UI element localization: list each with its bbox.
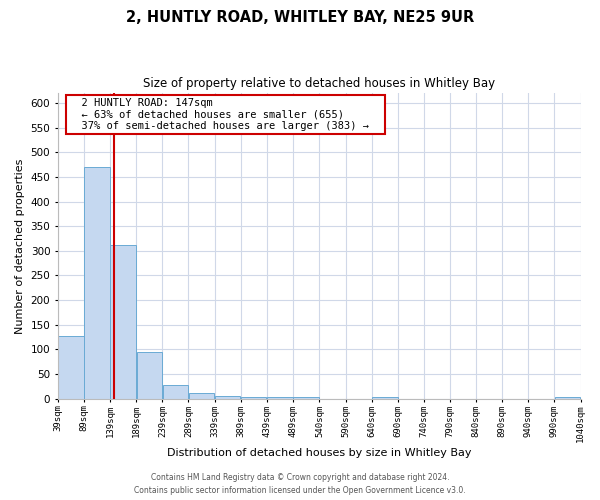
Bar: [58, 336, 84, 399]
X-axis label: Distribution of detached houses by size in Whitley Bay: Distribution of detached houses by size …: [167, 448, 472, 458]
Bar: [554, 398, 580, 399]
Bar: [293, 398, 319, 399]
Bar: [85, 167, 110, 399]
Bar: [137, 352, 162, 399]
Text: 2, HUNTLY ROAD, WHITLEY BAY, NE25 9UR: 2, HUNTLY ROAD, WHITLEY BAY, NE25 9UR: [126, 10, 474, 25]
Bar: [163, 386, 188, 399]
Y-axis label: Number of detached properties: Number of detached properties: [15, 158, 25, 334]
Text: 2 HUNTLY ROAD: 147sqm  
  ← 63% of detached houses are smaller (655)  
  37% of : 2 HUNTLY ROAD: 147sqm ← 63% of detached …: [69, 98, 382, 131]
Bar: [241, 398, 266, 399]
Bar: [372, 398, 398, 399]
Title: Size of property relative to detached houses in Whitley Bay: Size of property relative to detached ho…: [143, 78, 495, 90]
Bar: [267, 398, 293, 399]
Bar: [215, 396, 241, 399]
Bar: [189, 393, 214, 399]
Bar: [110, 246, 136, 399]
Text: Contains HM Land Registry data © Crown copyright and database right 2024.
Contai: Contains HM Land Registry data © Crown c…: [134, 474, 466, 495]
